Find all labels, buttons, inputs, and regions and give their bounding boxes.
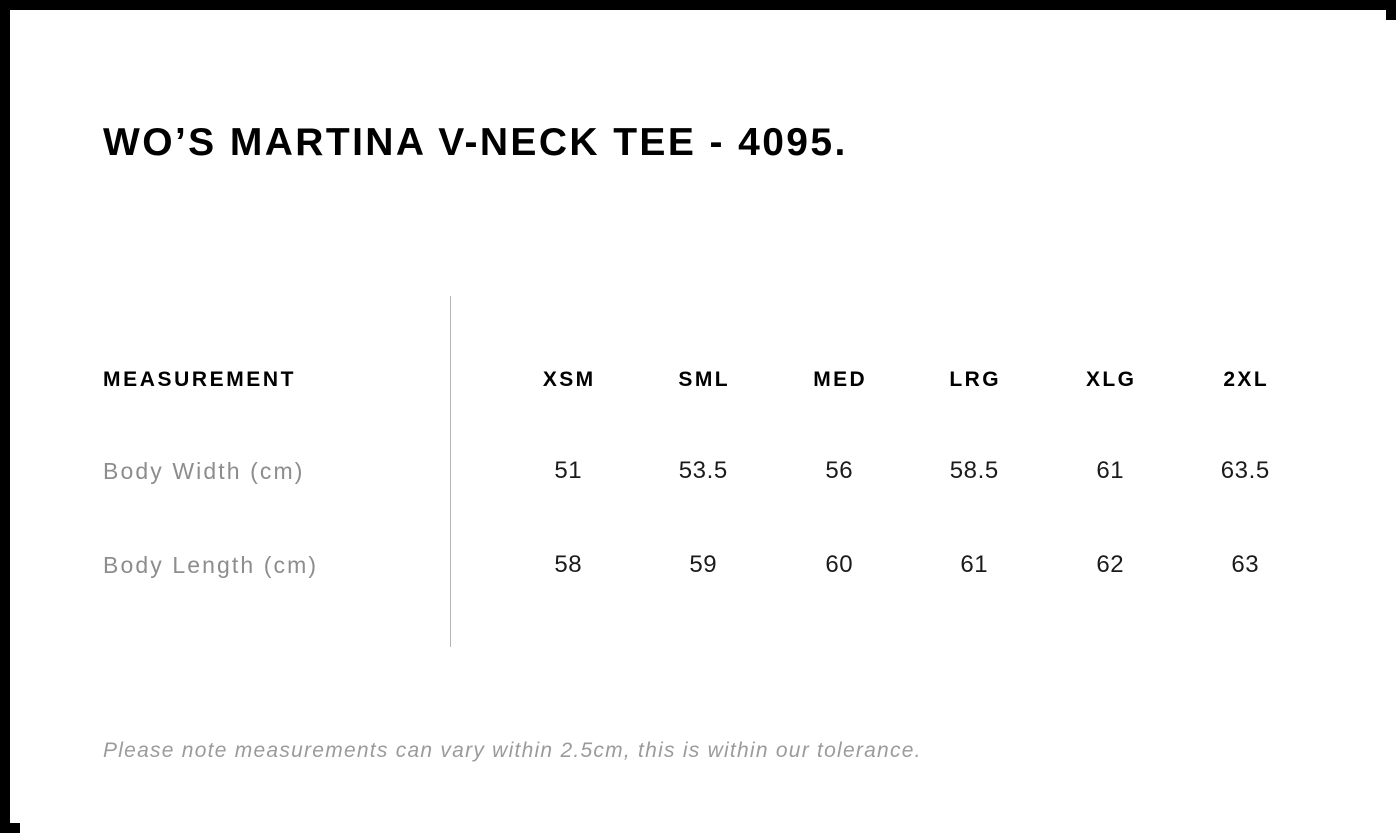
row-label-body-length: Body Length (cm) [103, 552, 319, 578]
cell-body-width-xlg: 61 [1096, 457, 1125, 484]
table-row: Body Width (cm) 51 53.5 56 58.5 61 63.5 [20, 451, 1396, 491]
cell-body-width-sml: 53.5 [678, 457, 728, 484]
cell-body-length-xlg: 62 [1096, 551, 1125, 578]
row-label-body-width: Body Width (cm) [103, 458, 305, 484]
cell-body-width-xsm: 51 [554, 457, 583, 484]
tolerance-note: Please note measurements can vary within… [103, 739, 922, 762]
column-header-xlg: XLG [1086, 368, 1137, 391]
size-chart-sheet: WO’S MARTINA V-NECK TEE - 4095. MEASUREM… [20, 20, 1396, 833]
column-header-lrg: LRG [949, 368, 1001, 391]
cell-body-width-lrg: 58.5 [949, 457, 999, 484]
cell-body-width-2xl: 63.5 [1220, 457, 1270, 484]
column-header-xsm: XSM [542, 368, 596, 391]
cell-body-width-med: 56 [825, 457, 854, 484]
table-vertical-divider [450, 296, 451, 647]
cell-body-length-med: 60 [825, 551, 854, 578]
cell-body-length-2xl: 63 [1231, 551, 1260, 578]
cell-body-length-sml: 59 [689, 551, 718, 578]
table-row: Body Length (cm) 58 59 60 61 62 63 [20, 545, 1396, 585]
column-header-sml: SML [678, 368, 730, 391]
column-header-2xl: 2XL [1223, 368, 1270, 391]
page-title: WO’S MARTINA V-NECK TEE - 4095. [103, 121, 848, 164]
table-header-row: MEASUREMENT XSM SML MED LRG XLG 2XL [20, 360, 1396, 400]
column-header-measurement: MEASUREMENT [103, 368, 297, 391]
column-header-med: MED [813, 368, 868, 391]
cell-body-length-xsm: 58 [554, 551, 583, 578]
cell-body-length-lrg: 61 [960, 551, 989, 578]
